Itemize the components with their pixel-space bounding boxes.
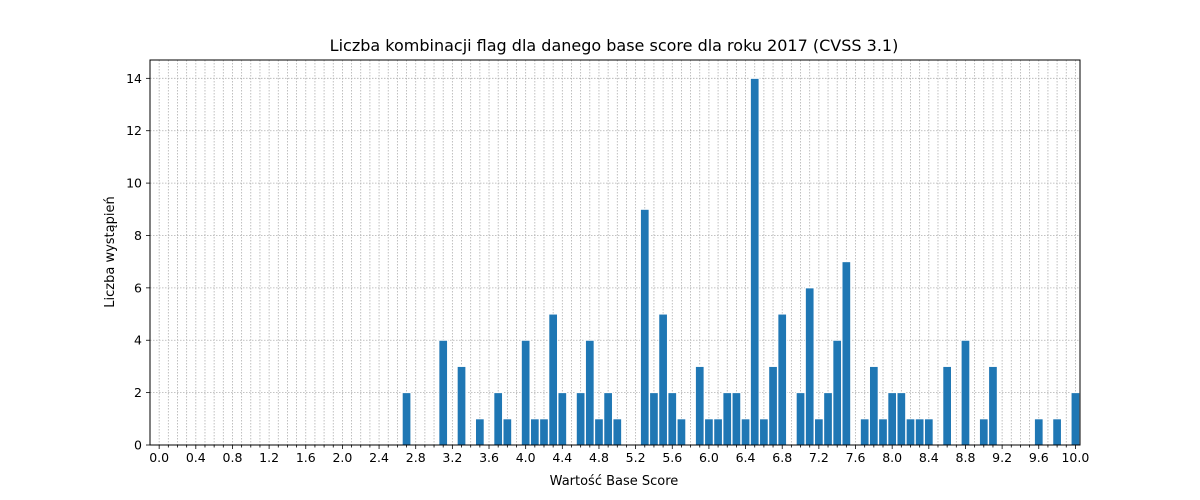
x-tick-label: 1.2 xyxy=(259,450,279,465)
bar xyxy=(768,365,778,446)
bar xyxy=(603,392,613,446)
chart-title: Liczba kombinacji flag dla danego base s… xyxy=(330,36,899,55)
x-tick-label: 6.4 xyxy=(736,450,756,465)
bar xyxy=(749,77,760,446)
bar xyxy=(887,392,898,446)
y-tick-label: 2 xyxy=(134,385,142,400)
x-tick-label: 2.4 xyxy=(369,450,389,465)
grid-lines xyxy=(150,60,1080,446)
y-tick-label: 14 xyxy=(126,71,142,86)
x-tick-label: 7.6 xyxy=(846,450,866,465)
bar xyxy=(529,418,540,446)
bar xyxy=(841,261,852,446)
x-tick-label: 2.0 xyxy=(332,450,352,465)
x-tick-label: 4.0 xyxy=(516,450,536,465)
x-tick-label: 1.6 xyxy=(296,450,316,465)
bar xyxy=(804,287,815,446)
bar xyxy=(676,418,687,446)
bar xyxy=(832,339,843,446)
bar xyxy=(923,418,934,446)
x-tick-label: 8.8 xyxy=(956,450,976,465)
bar xyxy=(722,392,733,446)
bar xyxy=(713,418,723,446)
x-tick-label: 10.0 xyxy=(1061,450,1089,465)
bar xyxy=(612,418,623,446)
y-tick-label: 12 xyxy=(126,123,142,138)
bar xyxy=(759,418,769,446)
x-tick-label: 3.6 xyxy=(479,450,499,465)
bar xyxy=(905,418,916,446)
bar xyxy=(456,365,467,446)
x-tick-label: 4.4 xyxy=(552,450,572,465)
x-tick-label: 9.6 xyxy=(1029,450,1049,465)
x-tick-label: 8.0 xyxy=(882,450,902,465)
bar xyxy=(658,313,668,446)
bar xyxy=(896,392,907,446)
bar xyxy=(557,392,568,446)
bar xyxy=(960,339,971,446)
bar xyxy=(594,418,604,446)
x-tick-label: 4.8 xyxy=(589,450,609,465)
x-tick-label: 2.8 xyxy=(406,450,426,465)
y-tick-label: 8 xyxy=(134,228,142,243)
x-tick-label: 8.4 xyxy=(919,450,939,465)
bar xyxy=(878,418,888,446)
y-tick-label: 10 xyxy=(126,176,142,191)
bars xyxy=(401,77,1081,446)
bar xyxy=(502,418,513,446)
y-tick-label: 4 xyxy=(134,333,142,348)
x-tick-label: 0.0 xyxy=(149,450,169,465)
x-tick-label: 9.2 xyxy=(992,450,1012,465)
x-axis-ticks: 0.0 0.4 0.8 1.2 1.6 2.0 2.4 2.8 3.2 3.6 4.0 4.4 4.8 5… xyxy=(149,445,1089,465)
x-tick-label: 0.8 xyxy=(223,450,243,465)
x-tick-label: 6.8 xyxy=(772,450,792,465)
x-axis-label: Wartość Base Score xyxy=(550,474,679,489)
x-tick-label: 6.0 xyxy=(699,450,719,465)
bar xyxy=(1033,418,1044,446)
bar xyxy=(649,392,659,446)
bar xyxy=(914,418,925,446)
bar xyxy=(942,365,952,446)
bar xyxy=(823,392,833,446)
bar xyxy=(694,365,705,446)
bar xyxy=(731,392,742,446)
bar xyxy=(859,418,870,446)
x-tick-label: 0.4 xyxy=(186,450,206,465)
y-axis-ticks: 0 2 4 6 8 10 12 14 xyxy=(126,71,150,453)
bar xyxy=(520,339,531,446)
bar xyxy=(988,365,998,446)
bar xyxy=(539,418,549,446)
bar xyxy=(639,208,650,446)
bar xyxy=(548,313,559,446)
bar xyxy=(493,392,504,446)
bar xyxy=(667,392,678,446)
bar xyxy=(795,392,806,446)
bar xyxy=(584,339,595,446)
bar xyxy=(814,418,824,446)
bar xyxy=(978,418,989,446)
bar xyxy=(868,365,879,446)
x-tick-label: 3.2 xyxy=(442,450,462,465)
x-tick-label: 7.2 xyxy=(809,450,829,465)
x-tick-label: 5.6 xyxy=(662,450,682,465)
bar xyxy=(575,392,586,446)
plot-frame xyxy=(149,59,1081,446)
bar xyxy=(704,418,714,446)
bar xyxy=(1070,392,1081,446)
bar xyxy=(740,418,751,446)
bar xyxy=(1052,418,1062,446)
x-tick-label: 5.2 xyxy=(626,450,646,465)
bar xyxy=(777,313,788,446)
bar xyxy=(475,418,485,446)
y-tick-label: 0 xyxy=(134,438,142,453)
y-tick-label: 6 xyxy=(134,280,142,295)
bar xyxy=(438,339,449,446)
bar xyxy=(401,392,412,446)
y-axis-label: Liczba wystąpień xyxy=(103,196,118,307)
